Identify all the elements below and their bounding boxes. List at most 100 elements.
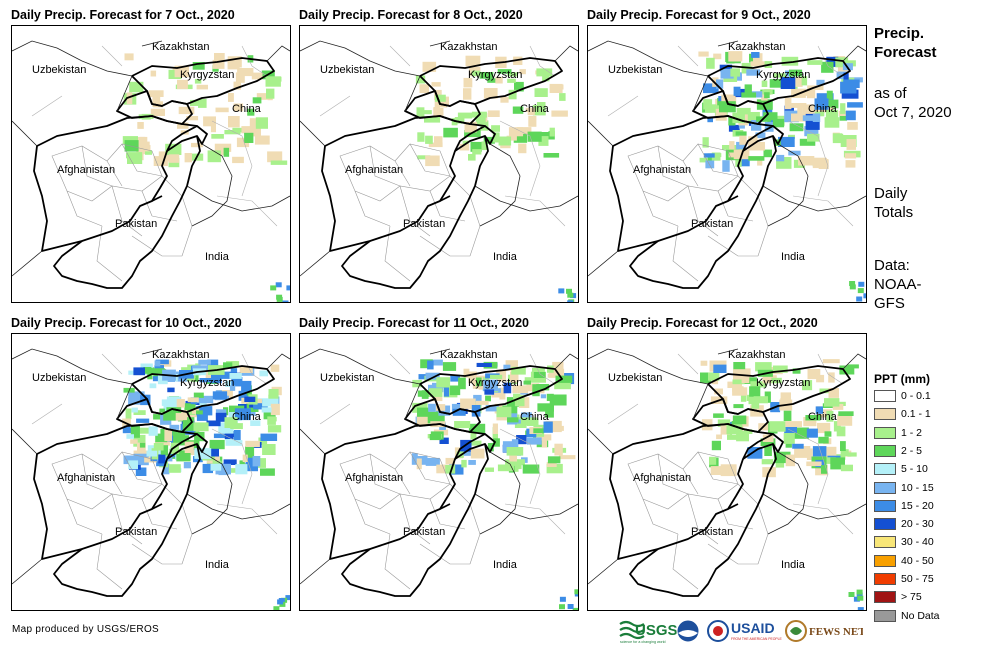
precip-cell: [245, 440, 260, 447]
precip-cell: [137, 122, 144, 129]
precip-cell: [540, 394, 547, 399]
country-borders: [609, 365, 851, 597]
precip-cell: [285, 595, 290, 601]
precip-cell: [818, 436, 829, 444]
precip-cell: [245, 457, 256, 466]
precip-cell: [170, 442, 180, 454]
precip-cell: [125, 408, 132, 420]
label-pakistan: Pakistan: [403, 218, 446, 230]
precip-cell: [789, 69, 803, 77]
label-india: India: [781, 251, 805, 263]
legend-label: 40 - 50: [901, 554, 934, 567]
river-lines: [319, 45, 566, 227]
precip-cell: [763, 149, 772, 158]
panel-title: Daily Precip. Forecast for 11 Oct., 2020: [299, 316, 529, 330]
precip-cell: [443, 384, 449, 397]
precip-cell: [420, 359, 433, 369]
precip-cell: [428, 388, 443, 397]
precip-cell: [524, 377, 532, 382]
precip-cell: [772, 73, 786, 78]
precip-cell: [513, 132, 528, 143]
precip-cell: [193, 422, 209, 432]
precip-cell: [425, 372, 440, 380]
precip-cell: [144, 457, 157, 463]
label-india: India: [781, 559, 805, 571]
precip-cell: [461, 459, 467, 468]
precip-cell: [714, 388, 723, 395]
precip-cell: [756, 99, 773, 110]
label-kyrgyzstan: Kyrgyzstan: [756, 69, 811, 81]
precip-cell: [186, 116, 199, 121]
label-kazakhstan: Kazakhstan: [728, 41, 786, 53]
precip-cell: [838, 411, 854, 416]
precip-cell: [551, 110, 568, 117]
precip-cell: [492, 423, 498, 434]
precip-cell: [165, 143, 182, 155]
precip-cell: [251, 72, 263, 80]
precip-cell: [785, 421, 802, 427]
precip-cell: [761, 80, 768, 87]
precip-cell: [150, 108, 165, 116]
precip-cell: [434, 98, 448, 108]
precip-cell: [506, 397, 523, 407]
precip-cell: [507, 72, 518, 77]
precip-cell: [763, 112, 778, 121]
precip-cell: [128, 370, 135, 375]
river-lines: [319, 353, 566, 535]
precip-cell: [245, 446, 255, 458]
precip-cell: [211, 134, 224, 139]
legend-swatch: [874, 444, 896, 457]
fewsnet-text: FEWS NET: [809, 626, 863, 638]
precip-layer: [700, 359, 864, 610]
precip-cell: [549, 83, 563, 93]
precip-cell: [450, 374, 460, 382]
precip-cell: [788, 150, 801, 156]
precip-cell: [837, 414, 853, 426]
label-kyrgyzstan: Kyrgyzstan: [756, 377, 811, 389]
precip-cell: [733, 86, 741, 96]
precip-cell: [499, 387, 506, 400]
usaid-tagline: FROM THE AMERICAN PEOPLE: [731, 637, 783, 641]
precip-cell: [750, 61, 767, 67]
precip-cell: [463, 88, 472, 100]
precip-cell: [139, 442, 146, 448]
other-borders: [588, 40, 866, 277]
precip-cell: [739, 135, 747, 145]
precip-cell: [236, 137, 250, 148]
precip-cell: [225, 468, 242, 473]
precip-layer: [415, 55, 577, 302]
precip-cell: [794, 446, 811, 458]
precip-cell: [270, 403, 280, 416]
precip-cell: [750, 381, 767, 388]
label-kazakhstan: Kazakhstan: [152, 349, 210, 361]
precip-cell: [416, 107, 425, 117]
precip-cell: [503, 364, 511, 370]
precip-cell: [146, 450, 158, 457]
precip-cell: [263, 408, 276, 420]
precip-cell: [784, 423, 797, 433]
map-svg: [12, 40, 290, 302]
precip-cell: [491, 125, 500, 132]
precip-cell: [716, 434, 722, 440]
precip-cell: [472, 149, 482, 155]
precip-cell: [212, 59, 225, 69]
precip-cell: [824, 398, 840, 407]
precip-cell: [845, 110, 856, 121]
province-boundaries: [627, 143, 769, 282]
precip-cell: [805, 415, 821, 421]
legend-swatch: [874, 609, 896, 622]
precip-cell: [267, 416, 276, 425]
precip-cell: [843, 79, 860, 88]
precip-cell: [225, 440, 243, 446]
precip-cell: [807, 90, 816, 99]
precip-cell: [798, 156, 815, 166]
precip-cell: [541, 437, 547, 448]
precip-cell: [199, 378, 212, 383]
precip-cell: [753, 53, 763, 64]
precip-cell: [858, 281, 865, 287]
precip-cell: [126, 434, 134, 439]
precip-cell: [457, 112, 473, 119]
precip-cell: [732, 386, 744, 392]
precip-cell: [828, 388, 839, 398]
precip-cell: [508, 89, 517, 100]
